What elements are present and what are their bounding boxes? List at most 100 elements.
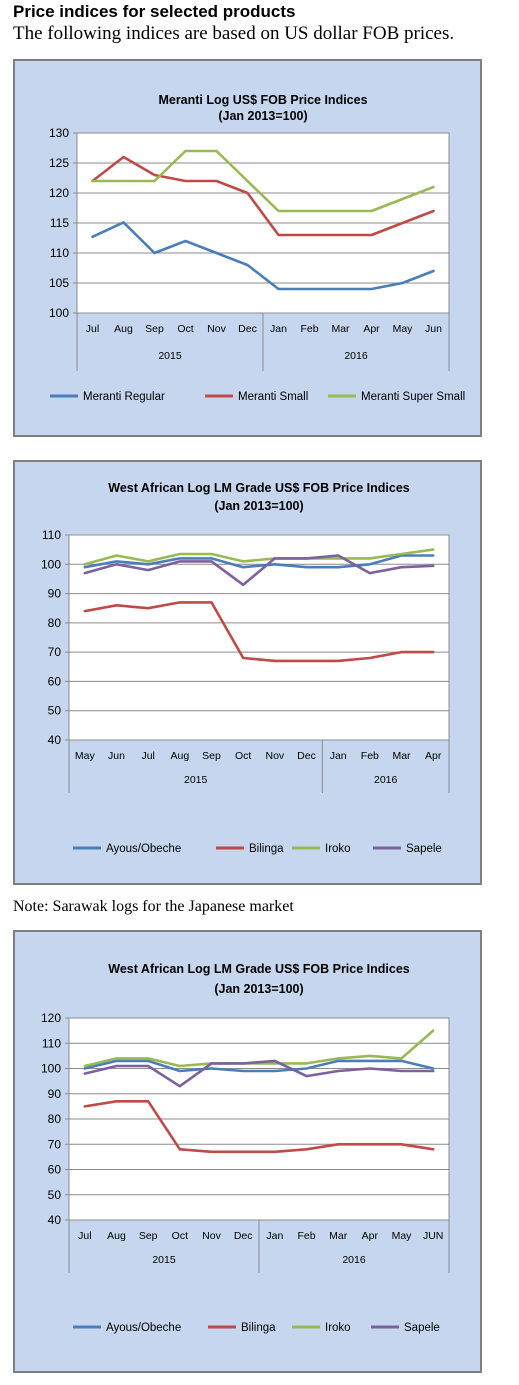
x-tick-label: Apr (363, 323, 380, 335)
y-tick-label: 105 (49, 276, 69, 290)
x-tick-label: Sep (139, 1230, 158, 1242)
x-tick-label: Oct (235, 750, 251, 762)
chart-subtitle: (Jan 2013=100) (218, 109, 307, 123)
series-line-sapele (83, 1059, 435, 1088)
series-line-ayous-obeche (83, 1059, 435, 1073)
series-line-sapele (83, 554, 435, 587)
x-tick-label: Aug (114, 323, 133, 335)
y-tick-label: 70 (48, 1137, 62, 1151)
chart-panel-meranti: Meranti Log US$ FOB Price Indices (Jan 20… (13, 59, 482, 437)
x-tick-label: Aug (170, 750, 189, 762)
x-tick-label: Jul (141, 750, 154, 762)
x-tick-label: Oct (177, 323, 193, 335)
page-heading: Price indices for selected products (13, 2, 296, 21)
x-tick-label: Feb (361, 750, 379, 762)
chart-title: West African Log LM Grade US$ FOB Price … (108, 962, 410, 976)
x-tick-label: Mar (329, 1230, 348, 1242)
y-tick-label: 100 (41, 557, 61, 571)
x-tick-label: Dec (234, 1230, 253, 1242)
x-tick-label: Feb (297, 1230, 315, 1242)
y-tick-label: 110 (42, 528, 61, 542)
legend-label: Meranti Small (238, 391, 308, 403)
legend-label: Sapele (406, 843, 442, 855)
y-tick-label: 70 (48, 645, 62, 659)
x-tick-label: May (393, 323, 414, 335)
y-tick-label: 90 (48, 587, 62, 601)
chart-subtitle: (Jan 2013=100) (214, 982, 303, 996)
chart-west-african-1: West African Log LM Grade US$ FOB Price … (41, 481, 450, 855)
x-tick-label: Jan (330, 750, 347, 762)
chart-subtitle: (Jan 2013=100) (214, 499, 303, 513)
y-tick-label: 115 (50, 216, 69, 230)
y-tick-label: 120 (49, 186, 69, 200)
series-line-meranti-regular (91, 221, 435, 291)
x-tick-label: Mar (331, 323, 350, 335)
y-tick-label: 110 (42, 1036, 61, 1050)
series-line-meranti-super-small (91, 149, 435, 213)
series-line-bilinga (83, 1100, 435, 1154)
y-tick-label: 60 (48, 1163, 62, 1177)
y-tick-label: 60 (48, 674, 62, 688)
year-group-label: 2016 (374, 774, 398, 786)
legend-label: Ayous/Obeche (106, 843, 181, 855)
chart-title: West African Log LM Grade US$ FOB Price … (108, 481, 410, 495)
y-tick-label: 40 (48, 733, 62, 747)
x-tick-label: Apr (425, 750, 442, 762)
x-tick-label: Jun (425, 323, 442, 335)
x-tick-label: Jun (108, 750, 125, 762)
x-tick-label: Dec (297, 750, 316, 762)
x-tick-label: Jul (86, 323, 99, 335)
y-tick-label: 125 (49, 156, 69, 170)
x-tick-label: Nov (207, 323, 226, 335)
year-group-label: 2015 (158, 350, 182, 362)
y-tick-label: 130 (49, 126, 69, 140)
legend-label: Bilinga (249, 843, 284, 855)
x-tick-label: Jan (270, 323, 287, 335)
chart-panel-west-african-2: West African Log LM Grade US$ FOB Price … (13, 930, 482, 1373)
chart-panel-west-african-1: West African Log LM Grade US$ FOB Price … (13, 460, 482, 885)
legend-label: Meranti Super Small (361, 391, 465, 403)
legend-label: Bilinga (241, 1322, 276, 1334)
y-tick-label: 80 (48, 616, 62, 630)
x-tick-label: Mar (392, 750, 411, 762)
series-line-ayous-obeche (83, 554, 435, 569)
y-tick-label: 90 (48, 1087, 62, 1101)
x-tick-label: Nov (265, 750, 284, 762)
legend-label: Ayous/Obeche (106, 1322, 181, 1334)
y-tick-label: 100 (41, 1062, 61, 1076)
year-group-label: 2016 (342, 1254, 366, 1266)
x-tick-label: Oct (172, 1230, 188, 1242)
x-tick-label: Jul (78, 1230, 91, 1242)
year-group-label: 2015 (184, 774, 208, 786)
legend-label: Iroko (325, 843, 351, 855)
x-tick-label: Apr (362, 1230, 379, 1242)
x-tick-label: Feb (300, 323, 318, 335)
y-tick-label: 80 (48, 1112, 62, 1126)
x-tick-label: May (392, 1230, 413, 1242)
x-tick-label: Aug (107, 1230, 126, 1242)
legend-label: Meranti Regular (83, 391, 165, 403)
x-tick-label: JUN (423, 1230, 443, 1242)
y-tick-label: 50 (48, 704, 62, 718)
series-line-bilinga (83, 601, 435, 663)
series-line-meranti-small (91, 155, 435, 237)
x-tick-label: Sep (145, 323, 164, 335)
y-tick-label: 110 (50, 246, 69, 260)
legend-label: Sapele (404, 1322, 440, 1334)
year-group-label: 2016 (344, 350, 368, 362)
y-tick-label: 40 (48, 1213, 62, 1227)
y-tick-label: 100 (49, 306, 69, 320)
x-tick-label: Dec (238, 323, 257, 335)
x-tick-label: Sep (202, 750, 221, 762)
chart-meranti: Meranti Log US$ FOB Price Indices (Jan 20… (49, 93, 465, 403)
series-line-iroko (83, 548, 435, 566)
year-group-label: 2015 (152, 1254, 176, 1266)
intro-text: The following indices are based on US do… (13, 23, 455, 44)
legend-label: Iroko (325, 1322, 351, 1334)
y-tick-label: 50 (48, 1188, 62, 1202)
x-tick-label: Nov (202, 1230, 221, 1242)
chart-title: Meranti Log US$ FOB Price Indices (158, 93, 367, 107)
y-tick-label: 120 (41, 1011, 61, 1025)
x-tick-label: May (75, 750, 96, 762)
chart-west-african-2: West African Log LM Grade US$ FOB Price … (41, 962, 450, 1334)
